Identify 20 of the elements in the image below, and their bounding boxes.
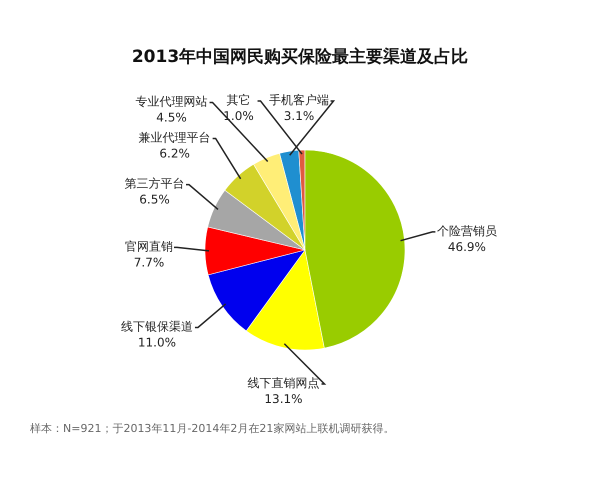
slice-label: 第三方平台 (124, 176, 185, 191)
data-label: 6.5% (139, 192, 170, 207)
chart-title: 2013年中国网民购买保险最主要渠道及占比 (132, 47, 468, 67)
data-label: 1.0% (223, 109, 254, 123)
slice-label: 兼业代理平台 (138, 130, 211, 144)
text: 样本：N=921；于2013年11月-2014年2月在21家网站上联机调研获得。 (30, 422, 394, 435)
data-label: 6.2% (159, 146, 190, 160)
data-label: 4.5% (156, 110, 187, 124)
data-label: 7.7% (134, 255, 164, 270)
slice-label: 线下银保渠道 (120, 320, 193, 334)
slice-label: 手机客户端 (269, 93, 330, 107)
data-label: 11.0% (138, 336, 176, 350)
slice-label: 专业代理网站 (136, 94, 208, 108)
data-label: 13.1% (264, 392, 303, 406)
data-label: 46.9% (448, 240, 486, 254)
slice-label: 线下直销网点 (247, 376, 320, 390)
slice-label: 其它 (226, 93, 251, 107)
data-label: 3.1% (284, 109, 314, 123)
slice-label: 个险营销员 (436, 224, 497, 238)
slice-label: 官网直销 (125, 239, 174, 254)
